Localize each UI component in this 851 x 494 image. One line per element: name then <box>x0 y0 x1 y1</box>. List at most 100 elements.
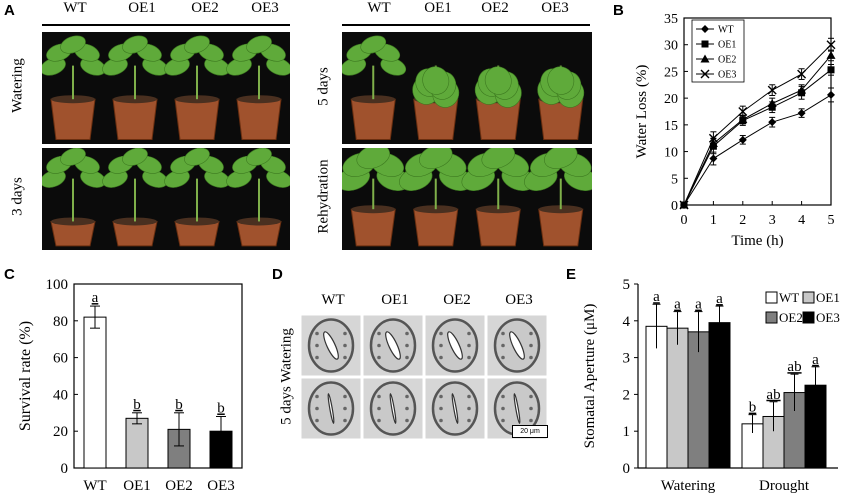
chloroplast <box>529 331 533 336</box>
y-tick-label: 5 <box>623 277 631 293</box>
plant-3 <box>226 148 290 247</box>
legend-label: OE2 <box>779 310 803 325</box>
micrograph-0-0 <box>300 314 362 377</box>
y-tick-label: 20 <box>53 424 68 440</box>
chloroplast <box>405 343 409 348</box>
chloroplast <box>529 355 533 360</box>
chloroplast <box>315 331 319 336</box>
micrograph-0-1 <box>362 314 424 377</box>
pot <box>350 98 396 141</box>
header-oe1: OE1 <box>128 0 156 16</box>
row-label-watering: Watering <box>9 58 26 113</box>
legend-label: OE1 <box>718 40 736 51</box>
significance-letter: a <box>695 297 702 313</box>
chloroplast <box>343 355 347 360</box>
photo-watering <box>42 32 290 144</box>
pot <box>112 98 158 141</box>
y-tick-label: 40 <box>53 387 68 403</box>
x-tick-label: 3 <box>769 213 776 228</box>
legend-swatch <box>802 291 815 304</box>
leaf <box>246 148 272 166</box>
d-header-oe1: OE1 <box>381 292 409 308</box>
header-oe1-right: OE1 <box>424 0 452 16</box>
pot <box>538 208 584 247</box>
marker-diamond <box>709 154 718 163</box>
significance-letter: a <box>653 289 660 305</box>
series-line <box>683 55 832 206</box>
marker-x <box>826 40 836 50</box>
legend-box <box>691 19 745 83</box>
chloroplast <box>467 355 471 360</box>
chloroplast <box>377 406 381 411</box>
header-wt-right: WT <box>367 0 391 16</box>
chloroplast <box>405 394 409 399</box>
row-label-5-days: 5 days <box>315 67 332 106</box>
leaf <box>184 148 210 166</box>
plant-0 <box>42 148 106 247</box>
legend-label: OE1 <box>816 290 840 305</box>
chart-b-water-loss: 0 5 10 15 20 25 30 35 0 1 2 3 4 5 Time (h) Water Loss (… <box>634 12 836 249</box>
chloroplast <box>501 331 505 336</box>
y-axis-label: Water Loss (%) <box>634 65 650 159</box>
marker-triangle <box>797 85 807 94</box>
marker-square <box>701 40 709 48</box>
y-tick-label: 5 <box>671 172 678 187</box>
legend-label: OE3 <box>816 310 840 325</box>
chloroplast <box>439 406 443 411</box>
pot <box>413 208 459 247</box>
panel-label-b: B <box>613 2 624 19</box>
y-tick-label: 20 <box>664 92 678 107</box>
pot <box>236 98 282 141</box>
y-tick-label: 100 <box>46 277 69 293</box>
marker-diamond <box>768 118 777 127</box>
chloroplast <box>405 355 409 360</box>
d-header-wt: WT <box>321 292 345 308</box>
panel-label-e: E <box>566 266 577 283</box>
stomatal-pore <box>509 331 525 360</box>
significance-letter: b <box>175 397 183 413</box>
chloroplast <box>343 343 347 348</box>
marker-x <box>679 200 689 210</box>
leaf <box>122 148 148 166</box>
plant-1 <box>399 148 473 247</box>
bar-oe1-watering <box>666 327 689 469</box>
y-tick-label: 15 <box>664 119 678 134</box>
chloroplast <box>405 331 409 336</box>
d-header-oe3: OE3 <box>505 292 533 308</box>
plant-2 <box>474 65 522 141</box>
significance-letter: b <box>133 397 141 413</box>
marker-triangle <box>700 54 710 63</box>
chloroplast <box>377 343 381 348</box>
stomatal-pore <box>389 393 397 424</box>
chloroplast <box>501 418 505 423</box>
y-tick-label: 1 <box>623 424 631 440</box>
legend-label: OE3 <box>718 70 736 81</box>
pot <box>174 98 220 141</box>
panel-label-a: A <box>4 2 15 19</box>
bar-oe1 <box>125 417 149 469</box>
significance-letter: b <box>217 400 225 416</box>
y-tick-label: 0 <box>671 199 678 214</box>
marker-x <box>708 133 718 143</box>
y-tick-label: 3 <box>623 351 631 367</box>
header-oe3: OE3 <box>251 0 279 16</box>
chloroplast <box>501 406 505 411</box>
marker-triangle <box>826 50 836 59</box>
header-oe2: OE2 <box>191 0 219 16</box>
chloroplast <box>529 406 533 411</box>
series-line <box>683 44 832 206</box>
plant-1 <box>102 35 168 141</box>
y-tick-label: 60 <box>53 351 68 367</box>
y-tick-label: 25 <box>664 65 678 80</box>
series-oe3 <box>679 37 836 210</box>
leaf <box>547 66 575 95</box>
leaf <box>122 35 148 54</box>
leaf <box>184 35 210 54</box>
header-rule <box>42 24 290 26</box>
chloroplast <box>467 418 471 423</box>
x-tick-label: OE2 <box>165 478 193 494</box>
micrograph-0-2 <box>424 314 486 377</box>
photo-3-days <box>42 148 290 250</box>
chloroplast <box>529 394 533 399</box>
stomatal-pore <box>513 393 521 424</box>
